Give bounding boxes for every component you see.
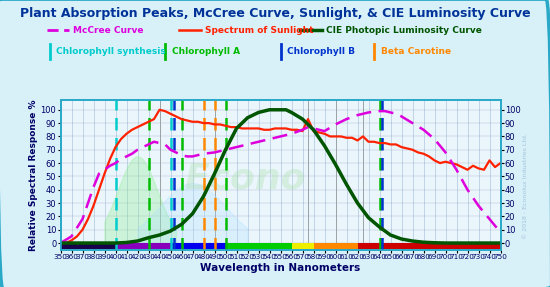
Text: McCree Curve: McCree Curve: [73, 26, 143, 35]
Text: Chlorophyll B: Chlorophyll B: [287, 47, 355, 56]
X-axis label: Wavelength in Nanometers: Wavelength in Nanometers: [200, 263, 361, 273]
Text: Plant Absorption Peaks, McCree Curve, Sunlight, & CIE Luminosity Curve: Plant Absorption Peaks, McCree Curve, Su…: [20, 7, 530, 20]
Bar: [60, 243, 116, 249]
Text: Econo: Econo: [185, 161, 306, 195]
Bar: [314, 243, 358, 249]
Text: Chlorophyll synthesis: Chlorophyll synthesis: [56, 47, 166, 56]
Text: CIE Photopic Luminosity Curve: CIE Photopic Luminosity Curve: [326, 26, 481, 35]
Text: Spectrum of Sunlight: Spectrum of Sunlight: [205, 26, 313, 35]
Bar: [116, 243, 170, 249]
Bar: [226, 243, 292, 249]
Y-axis label: Relative Spectral Response %: Relative Spectral Response %: [29, 99, 38, 251]
Text: Chlorophyll A: Chlorophyll A: [172, 47, 240, 56]
Bar: [292, 243, 313, 249]
Text: Beta Carotine: Beta Carotine: [381, 47, 451, 56]
Text: © 2018 - Econolux Industries Ltd.: © 2018 - Econolux Industries Ltd.: [522, 134, 528, 239]
Bar: [358, 243, 500, 249]
Bar: [170, 243, 226, 249]
